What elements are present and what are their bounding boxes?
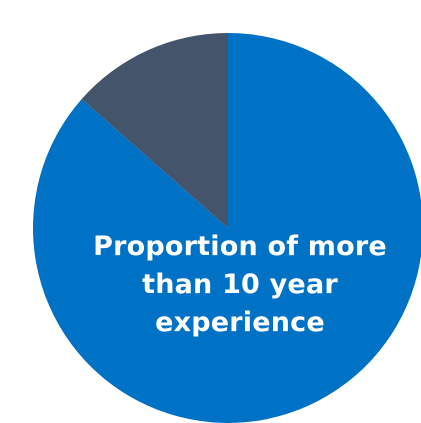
pie-center-label: Proportion of more than 10 year experien… bbox=[50, 228, 421, 342]
pie-slice-2 bbox=[81, 32, 228, 228]
pie-slice-1 bbox=[33, 33, 421, 423]
label-line-3: experience bbox=[155, 307, 325, 338]
label-line-2: than 10 year bbox=[142, 269, 338, 300]
pie-slices bbox=[33, 32, 421, 423]
label-line-1: Proportion of more bbox=[93, 231, 387, 262]
